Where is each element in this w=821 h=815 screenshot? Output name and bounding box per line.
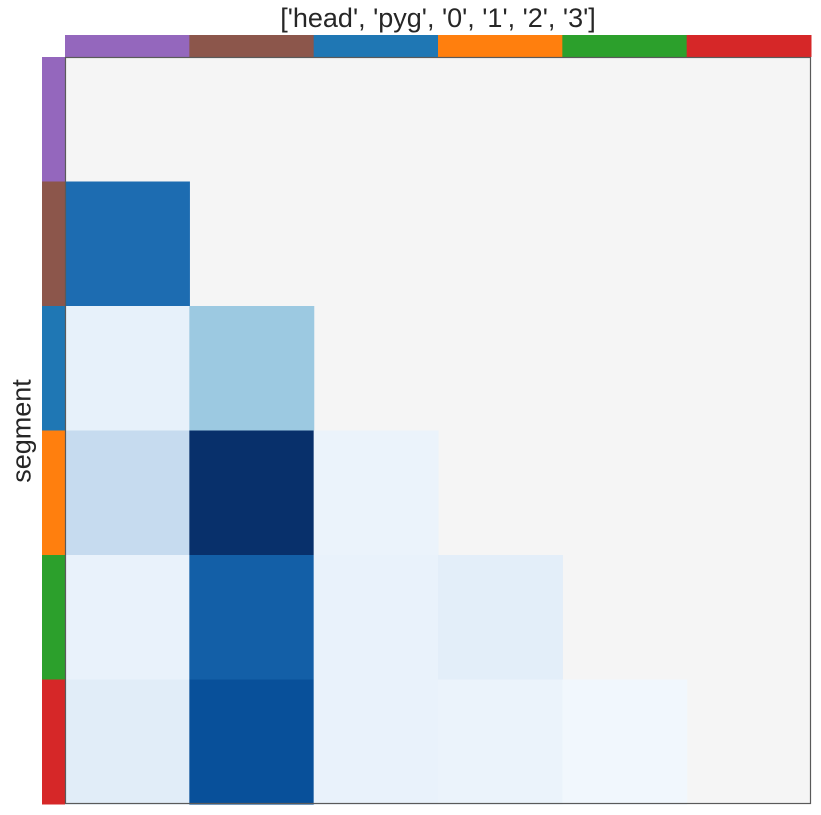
heatmap-cell-5-3 [438, 679, 563, 805]
top-segment-bar-2 [313, 35, 439, 57]
chart-title: ['head', 'pyg', '0', '1', '2', '3'] [280, 3, 596, 33]
top-segment-bar-0 [65, 35, 190, 57]
heatmap-cell-5-0 [65, 679, 190, 805]
top-segment-bar-5 [686, 35, 812, 57]
left-segment-bar-0 [42, 57, 65, 182]
heatmap-cell-5-2 [313, 679, 439, 805]
heatmap-cell-2-0 [65, 306, 190, 432]
heatmap-cell-1-0 [65, 181, 190, 307]
heatmap-cell-4-2 [313, 555, 439, 681]
heatmap-cell-4-3 [438, 555, 563, 681]
left-segment-bar-4 [42, 555, 65, 680]
heatmap-cell-4-0 [65, 555, 190, 681]
top-segment-bar-3 [438, 35, 563, 57]
heatmap-cell-3-0 [65, 430, 190, 556]
heatmap-cell-4-1 [189, 555, 315, 681]
top-segment-bar-4 [562, 35, 688, 57]
plot-border [64, 56, 812, 805]
left-segment-bar-5 [42, 679, 65, 805]
left-segment-bar-3 [42, 430, 65, 556]
heatmap-cell-2-1 [189, 306, 315, 432]
heatmap-cell-5-4 [562, 679, 688, 805]
top-segment-bar-1 [189, 35, 315, 57]
left-segment-bar-1 [42, 181, 65, 307]
left-segment-bar-2 [42, 306, 65, 431]
heatmap-cell-3-2 [313, 430, 439, 556]
heatmap-cell-5-1 [189, 679, 315, 805]
heatmap-cell-3-1 [189, 430, 315, 556]
